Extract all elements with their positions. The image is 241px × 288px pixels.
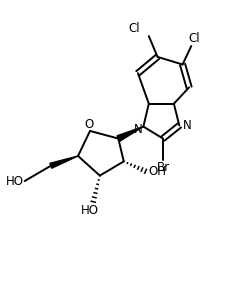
Text: HO: HO: [81, 204, 99, 217]
Text: OH: OH: [148, 165, 167, 178]
Polygon shape: [117, 126, 143, 141]
Text: Br: Br: [156, 162, 169, 175]
Text: Cl: Cl: [189, 32, 200, 45]
Polygon shape: [50, 156, 78, 168]
Text: O: O: [84, 118, 94, 131]
Text: N: N: [183, 119, 191, 132]
Text: Cl: Cl: [129, 22, 141, 35]
Text: N: N: [134, 123, 142, 136]
Text: HO: HO: [6, 175, 24, 187]
